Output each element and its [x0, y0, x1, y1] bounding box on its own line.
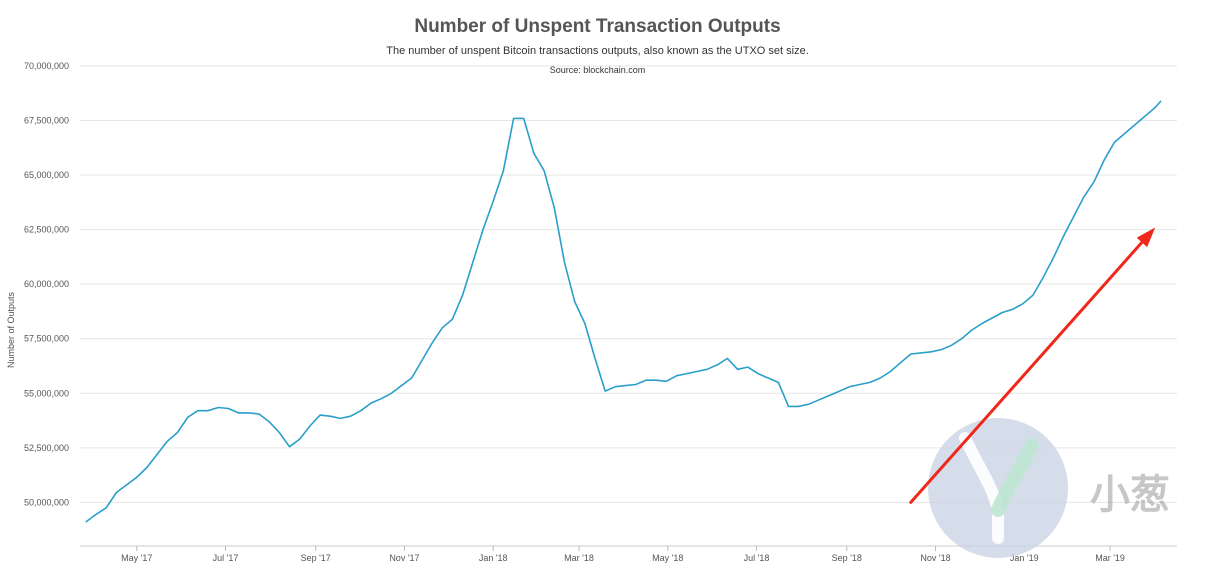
- y-tick-label: 55,000,000: [24, 388, 69, 398]
- watermark: 小葱: [928, 418, 1170, 558]
- y-tick-label: 65,000,000: [24, 170, 69, 180]
- y-tick-label: 70,000,000: [24, 61, 69, 71]
- arrow-head: [1136, 227, 1156, 248]
- y-tick-label: 57,500,000: [24, 334, 69, 344]
- x-tick-label: Jan '19: [1010, 553, 1039, 563]
- x-tick-label: May '17: [121, 553, 152, 563]
- chart-source: Source: blockchain.com: [549, 65, 646, 75]
- watermark-text: 小葱: [1090, 473, 1170, 517]
- x-tick-label: Jan '18: [479, 553, 508, 563]
- chart-title: Number of Unspent Transaction Outputs: [414, 16, 781, 37]
- x-tick-label: Nov '17: [389, 553, 419, 563]
- y-tick-label: 50,000,000: [24, 497, 69, 507]
- trend-arrow: [909, 227, 1156, 504]
- x-tick-label: Jul '17: [213, 553, 239, 563]
- chart-subtitle: The number of unspent Bitcoin transactio…: [386, 45, 809, 57]
- x-tick-label: Sep '18: [832, 553, 862, 563]
- series-line: [85, 100, 1162, 523]
- y-tick-label: 62,500,000: [24, 225, 69, 235]
- y-tick-label: 60,000,000: [24, 279, 69, 289]
- y-tick-label: 52,500,000: [24, 443, 69, 453]
- x-tick-label: Mar '19: [1095, 553, 1125, 563]
- scallion-logo-icon: [928, 418, 1068, 558]
- x-tick-label: Jul '18: [744, 553, 770, 563]
- y-axis-label: Number of Outputs: [6, 291, 16, 368]
- y-tick-label: 67,500,000: [24, 116, 69, 126]
- x-tick-label: May '18: [652, 553, 683, 563]
- arrow-shaft: [909, 240, 1144, 504]
- x-tick-label: Nov '18: [920, 553, 950, 563]
- y-axis: 50,000,000 52,500,000 55,000,000 57,500,000…: [24, 61, 69, 507]
- x-tick-label: Mar '18: [564, 553, 594, 563]
- x-tick-label: Sep '17: [301, 553, 331, 563]
